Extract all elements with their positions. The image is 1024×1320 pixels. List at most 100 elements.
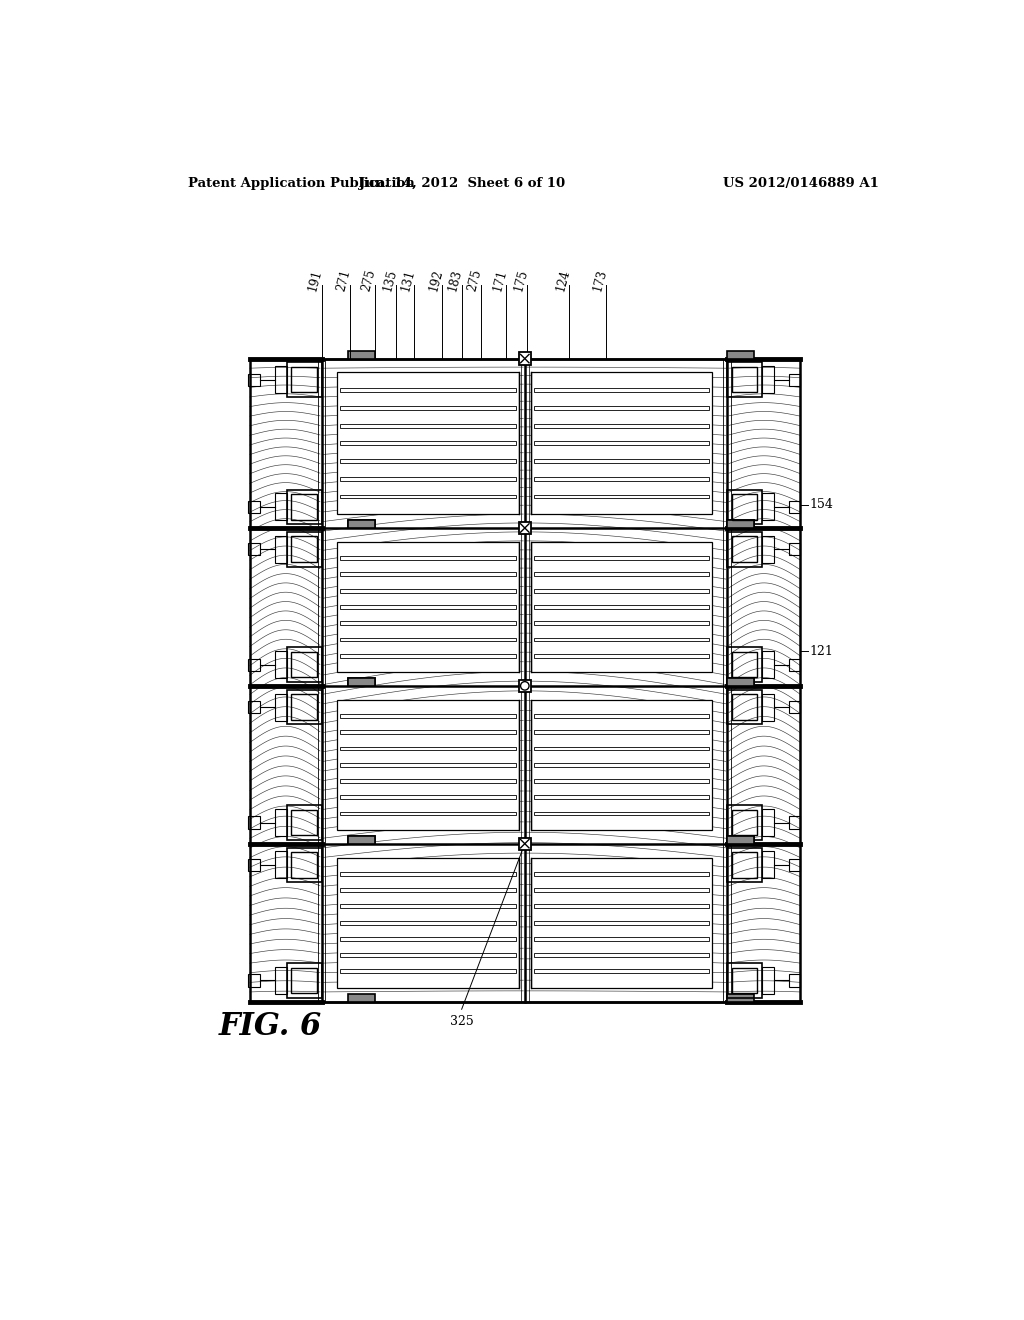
Bar: [340, 388, 515, 392]
Bar: [340, 796, 515, 799]
Bar: [340, 873, 515, 875]
Bar: [340, 747, 515, 751]
Bar: [788, 500, 801, 513]
Bar: [337, 700, 518, 830]
Bar: [323, 529, 524, 685]
Bar: [340, 459, 515, 463]
Bar: [788, 659, 801, 671]
Bar: [535, 556, 709, 560]
Bar: [531, 541, 712, 672]
Text: 124: 124: [554, 268, 572, 293]
Bar: [340, 888, 515, 892]
Bar: [732, 652, 758, 677]
Bar: [762, 966, 773, 994]
Bar: [762, 851, 773, 878]
Bar: [249, 500, 260, 513]
Bar: [535, 937, 709, 941]
Bar: [762, 536, 773, 562]
Bar: [727, 647, 762, 682]
Bar: [535, 477, 709, 480]
Bar: [348, 351, 376, 359]
Text: 275: 275: [360, 268, 378, 293]
Bar: [292, 652, 316, 677]
Bar: [292, 810, 316, 836]
Text: US 2012/0146889 A1: US 2012/0146889 A1: [723, 177, 879, 190]
Bar: [249, 859, 260, 871]
Bar: [340, 605, 515, 609]
Bar: [348, 994, 376, 1002]
Bar: [249, 816, 260, 829]
Bar: [727, 836, 755, 843]
Bar: [518, 521, 531, 535]
Bar: [292, 367, 316, 392]
Bar: [535, 459, 709, 463]
Bar: [531, 700, 712, 830]
Bar: [340, 953, 515, 957]
Bar: [531, 372, 712, 515]
Bar: [535, 953, 709, 957]
Bar: [340, 730, 515, 734]
Bar: [292, 536, 316, 562]
Bar: [535, 424, 709, 428]
Text: 192: 192: [427, 268, 445, 293]
Text: Jun. 14, 2012  Sheet 6 of 10: Jun. 14, 2012 Sheet 6 of 10: [358, 177, 564, 190]
Bar: [275, 651, 287, 678]
Bar: [525, 529, 727, 685]
Bar: [340, 904, 515, 908]
Bar: [518, 680, 531, 692]
Bar: [531, 858, 712, 987]
Bar: [340, 495, 515, 499]
Bar: [340, 556, 515, 560]
Bar: [340, 441, 515, 445]
Bar: [348, 520, 376, 528]
Bar: [323, 686, 524, 843]
Bar: [535, 812, 709, 816]
Bar: [535, 622, 709, 626]
Bar: [337, 541, 518, 672]
Bar: [275, 693, 287, 721]
Bar: [732, 367, 758, 392]
Bar: [788, 974, 801, 986]
Bar: [348, 836, 376, 843]
Bar: [727, 836, 755, 843]
Bar: [340, 714, 515, 718]
Text: 275: 275: [466, 268, 483, 293]
Bar: [727, 532, 762, 566]
Bar: [340, 573, 515, 577]
Bar: [287, 363, 322, 397]
Bar: [535, 407, 709, 409]
Bar: [535, 747, 709, 751]
Bar: [348, 678, 376, 686]
Bar: [249, 374, 260, 385]
Bar: [732, 494, 758, 520]
Bar: [340, 407, 515, 409]
Bar: [337, 858, 518, 987]
Bar: [287, 490, 322, 524]
Bar: [337, 372, 518, 515]
Text: 175: 175: [512, 268, 530, 293]
Bar: [727, 847, 762, 882]
Bar: [535, 388, 709, 392]
Bar: [762, 366, 773, 393]
Bar: [348, 678, 376, 686]
Bar: [348, 520, 376, 528]
Bar: [727, 520, 755, 528]
Bar: [340, 969, 515, 973]
Bar: [732, 853, 758, 878]
Text: 271: 271: [335, 268, 353, 293]
Bar: [287, 964, 322, 998]
Bar: [287, 805, 322, 840]
Bar: [535, 605, 709, 609]
Bar: [788, 859, 801, 871]
Bar: [287, 690, 322, 725]
Bar: [535, 921, 709, 924]
Bar: [727, 520, 755, 528]
Text: FIG. 6: FIG. 6: [219, 1011, 323, 1043]
Bar: [525, 845, 727, 1001]
Text: 191: 191: [306, 268, 325, 293]
Bar: [292, 968, 316, 993]
Bar: [535, 873, 709, 875]
Bar: [518, 838, 531, 850]
Bar: [340, 622, 515, 626]
Bar: [340, 937, 515, 941]
